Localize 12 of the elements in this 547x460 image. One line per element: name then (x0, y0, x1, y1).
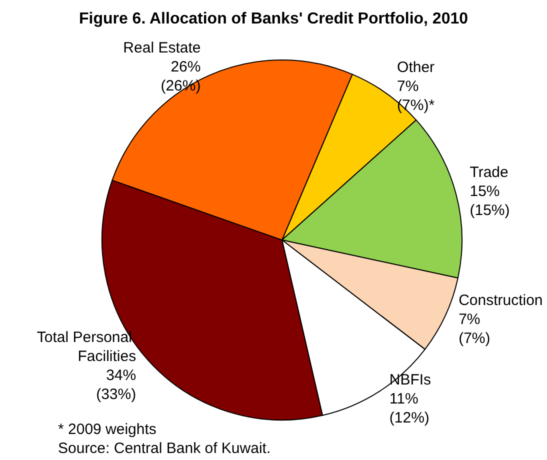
slice-label: Real Estate (123, 40, 201, 57)
source-note: Source: Central Bank of Kuwait. (58, 440, 271, 457)
chart-title: Figure 6. Allocation of Banks' Credit Portfolio, 2010 (78, 10, 468, 28)
slice-label: Trade (470, 164, 508, 182)
data-label: 34% (33%) (96, 366, 136, 403)
text: * 2009 weights (58, 421, 156, 438)
slice-label: Total Personal Facilities (36, 328, 136, 365)
data-label: 15% (15%) (470, 183, 510, 220)
data-label: 11% (12%) (389, 390, 430, 426)
slice-label: Construction (458, 292, 543, 309)
data-label: 7% (7%) (458, 310, 490, 347)
slice-label: Other (397, 58, 435, 76)
